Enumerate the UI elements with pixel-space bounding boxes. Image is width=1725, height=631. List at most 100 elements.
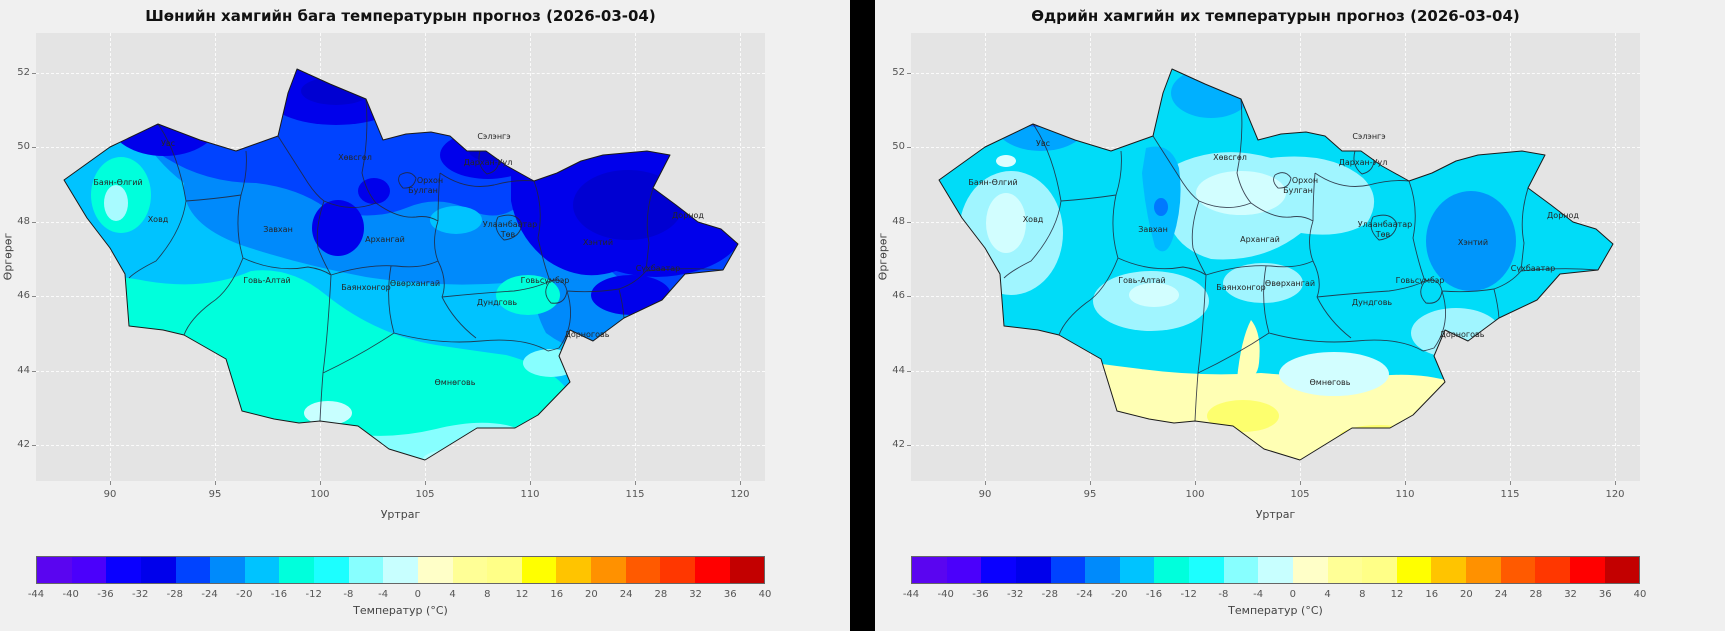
- province-label: Дорнод: [1547, 211, 1579, 220]
- colorbar-tick-label: 12: [515, 589, 529, 600]
- province-label: Ховд: [148, 215, 169, 224]
- colorbar-tick-label: -16: [270, 589, 288, 600]
- colorbar-tick-label: -36: [972, 589, 989, 600]
- colorbar-segment: [1154, 557, 1189, 583]
- province-label: Архангай: [365, 235, 405, 244]
- province-label: Архангай: [1240, 235, 1280, 244]
- colorbar-segment: [1396, 557, 1432, 583]
- x-tick-mark: [425, 481, 426, 485]
- province-label: Улаанбаатар: [1358, 220, 1412, 229]
- x-tick-label: 105: [1290, 489, 1310, 500]
- province-label: Дорноговь: [565, 330, 610, 339]
- colorbar-tick-label: 20: [1460, 589, 1473, 600]
- colorbar-tick-label: -32: [1006, 589, 1024, 600]
- x-tick-label: 120: [1605, 489, 1625, 500]
- province-borders: [1003, 98, 1599, 422]
- colorbar-segment: [946, 557, 982, 583]
- province-label: Булган: [1283, 186, 1313, 195]
- country-outline: [938, 68, 1614, 461]
- colorbar-tick-label: 4: [449, 589, 456, 600]
- colorbar-tick-label: -24: [1076, 589, 1093, 600]
- colorbar-legend: [36, 556, 765, 584]
- x-tick-label: 90: [103, 489, 117, 500]
- y-tick-mark: [32, 370, 36, 372]
- temperature-contours: [64, 69, 738, 460]
- colorbar-tick-label: 8: [484, 589, 491, 600]
- colorbar-tick-label: 32: [1564, 589, 1577, 600]
- colorbar-legend: [911, 556, 1640, 584]
- colorbar-segment: [1569, 557, 1605, 583]
- colorbar-segment: [694, 557, 730, 583]
- colorbar-segment: [1085, 557, 1120, 583]
- y-tick-mark: [907, 73, 911, 74]
- colorbar-tick-label: -32: [131, 589, 149, 600]
- temperature-contours: [939, 69, 1613, 460]
- x-axis-label: Уртраг: [1255, 508, 1296, 521]
- x-tick-label: 100: [1185, 489, 1205, 500]
- y-tick-mark: [32, 147, 36, 149]
- colorbar-segment: [140, 557, 176, 583]
- x-tick-mark: [215, 481, 216, 485]
- colorbar-tick-label: -4: [1253, 589, 1264, 600]
- x-tick-mark: [1300, 481, 1301, 485]
- page-title: Өдрийн хамгийн их температурын прогноз (…: [1031, 7, 1520, 25]
- x-tick-label: 115: [625, 489, 645, 500]
- y-tick-mark: [907, 221, 911, 223]
- province-label: Өвөрхангай: [1265, 279, 1315, 288]
- colorbar-tick-label: -12: [305, 589, 322, 600]
- province-label: Говь-Алтай: [1118, 276, 1165, 285]
- y-tick-label: 48: [17, 215, 30, 227]
- colorbar-segment: [279, 557, 314, 583]
- y-axis-label: Өргөрөг: [1, 232, 15, 281]
- province-label: Баян-Өлгий: [968, 178, 1017, 187]
- colorbar-tick-label: 28: [1529, 589, 1543, 600]
- colorbar-tick-label: -24: [201, 589, 218, 600]
- colorbar-tick-label: 8: [1359, 589, 1366, 600]
- province-label: Хөвсгөл: [338, 153, 372, 162]
- y-axis-label: Өргөрөг: [876, 232, 890, 281]
- x-gridline: [110, 33, 111, 481]
- x-tick-mark: [1195, 481, 1196, 485]
- x-tick-label: 115: [1500, 489, 1520, 500]
- colorbar-segment: [314, 557, 349, 583]
- x-tick-label: 95: [1083, 489, 1097, 500]
- colorbar-segment: [175, 557, 211, 583]
- province-label: Орхон: [1292, 176, 1318, 185]
- x-tick-mark: [985, 481, 986, 485]
- colorbar-tick-label: -28: [166, 589, 184, 600]
- province-label: Сүхбаатар: [636, 264, 680, 273]
- colorbar-segment: [452, 557, 488, 583]
- colorbar-segment: [383, 557, 418, 583]
- colorbar-segment: [1466, 557, 1501, 583]
- province-label: Сэлэнгэ: [1352, 132, 1385, 141]
- province-label: Дорноговь: [1440, 330, 1485, 339]
- province-label: Дундговь: [477, 298, 518, 307]
- colorbar-tick-label: -8: [343, 589, 354, 600]
- x-gridline: [740, 33, 741, 481]
- y-tick-mark: [32, 296, 36, 298]
- y-tick-mark: [32, 445, 36, 446]
- province-label: Сэлэнгэ: [477, 132, 510, 141]
- province-labels: Увс Баян-Өлгий Ховд Завхан Хөвсгөл Архангай Бу…: [968, 132, 1579, 387]
- province-label: Хэнтий: [1458, 238, 1488, 247]
- province-label: Төв: [1375, 230, 1391, 239]
- y-tick-label: 46: [892, 290, 905, 302]
- colorbar-segment: [912, 557, 947, 583]
- colorbar-tick-label: -44: [27, 589, 45, 600]
- colorbar-segment: [487, 557, 522, 583]
- colorbar-axis-label: Температур (°C): [1228, 604, 1323, 617]
- colorbar-segment: [1535, 557, 1570, 583]
- y-tick-label: 46: [17, 290, 30, 302]
- colorbar-segment: [1223, 557, 1259, 583]
- colorbar-tick-label: 20: [585, 589, 598, 600]
- y-tick-label: 52: [892, 67, 905, 78]
- province-label: Хөвсгөл: [1213, 153, 1247, 162]
- province-label: Дархан-Уул: [464, 158, 513, 167]
- y-tick-mark: [907, 370, 911, 372]
- province-label: Дархан-Уул: [1339, 158, 1388, 167]
- colorbar-tick-label: 24: [619, 589, 633, 600]
- day-max-temperature-map-panel: Өдрийн хамгийн их температурын прогноз (…: [875, 0, 1725, 631]
- y-tick-mark: [907, 445, 911, 446]
- province-label: Говь-Алтай: [243, 276, 290, 285]
- colorbar-tick-label: 36: [1598, 589, 1612, 600]
